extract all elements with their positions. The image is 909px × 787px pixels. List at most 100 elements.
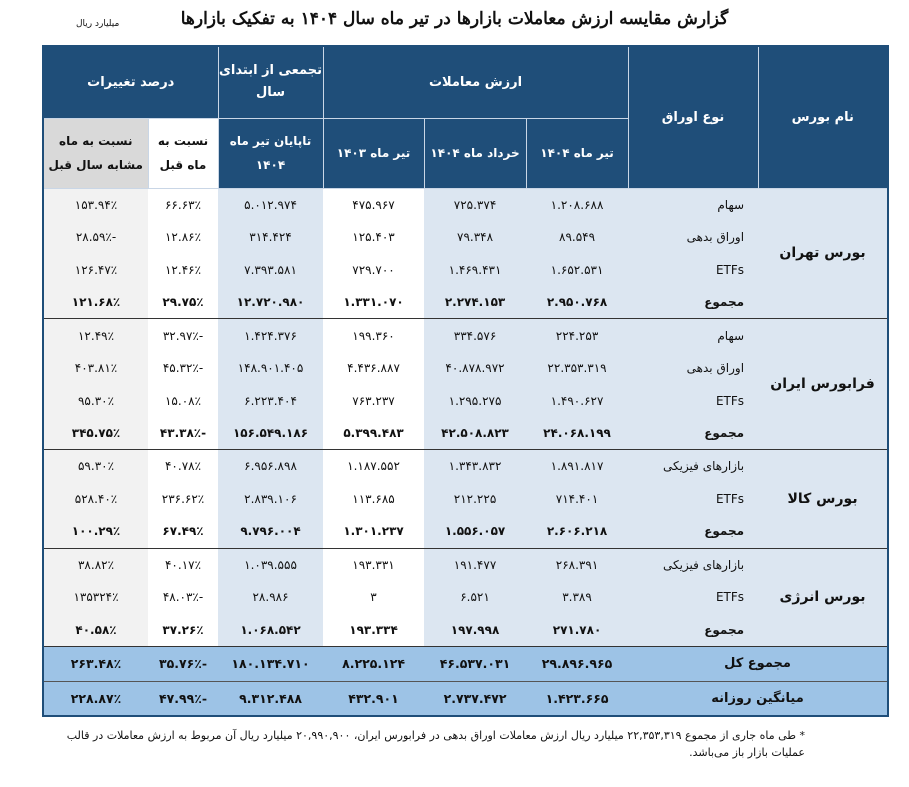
value-cell: ۱۵.۰۸٪ [148,384,219,418]
value-cell: ۱۹۹.۳۶۰ [323,318,425,352]
value-cell: ۳۸.۸۲٪ [43,547,149,581]
value-cell: ۱۲۱.۶۸٪ [43,286,149,320]
value-cell: ۴۷۵.۹۶۷ [323,187,425,221]
value-cell: ۲۷۱.۷۸۰ [526,613,629,647]
value-cell: ۷.۳۹۳.۵۸۱ [218,253,324,287]
value-cell: ۵.۰۱۲.۹۷۴ [218,187,324,221]
value-cell: ۱۲.۸۶٪ [148,220,219,254]
value-cell: ۱۵۶.۵۴۹.۱۸۶ [218,417,324,451]
table-row: مجموع ۲.۶۰۶.۲۱۸ ۱.۵۵۶.۰۵۷ ۱.۳۰۱.۲۳۷ ۹.۷۹۶.۰۰… [43,515,888,549]
table-row: بورس انرژی بازارهای فیزیکی ۲۶۸.۳۹۱ ۱۹۱.۴۷۷ ۱… [43,547,889,647]
market-name: بورس کالا [758,449,889,549]
value-cell: ۲۹.۷۵٪ [148,286,219,320]
value-cell: ۲۳۶.۶۲٪ [148,482,219,516]
value-cell: ۱۵۳.۹۴٪ [43,187,149,221]
value-cell: ۶.۵۲۱ [424,580,527,614]
value-cell: ۱.۳۴۳.۸۳۲ [424,449,527,483]
value-cell: -۴۳.۳۸٪ [148,417,219,451]
value-cell: ۹۵.۳۰٪ [43,384,149,418]
value-cell: ۲۱۲.۲۲۵ [424,482,527,516]
value-cell: ۱.۲۹۵.۲۷۵ [424,384,527,418]
value-cell: ۴.۴۳۶.۸۸۷ [323,351,425,385]
value-cell: ۷۲۵.۳۷۴ [424,187,527,221]
value-cell: ۱۹۱.۴۷۷ [424,547,527,581]
value-cell: ۲.۲۷۴.۱۵۳ [424,286,527,320]
security-type: مجموع [628,613,759,647]
value-cell: ۶.۲۲۳.۴۰۴ [218,384,324,418]
security-type: ETFs [628,384,759,418]
value-cell: ۱۹۳.۳۳۴ [323,613,425,647]
value-cell: ۲۲۴.۲۵۳ [526,318,629,352]
value-cell: ۱۹۷.۹۹۸ [424,613,527,647]
table-row: ETFs ۷۱۴.۴۰۱ ۲۱۲.۲۲۵ ۱۱۳.۶۸۵ ۲.۸۳۹.۱۰۶ ۲۳۶.۶۲… [43,482,888,516]
value-cell: ۱۹۳.۳۳۱ [323,547,425,581]
total-value-cell: ۲.۷۳۷.۴۷۲ [424,680,527,716]
value-cell: ۴۰.۵۸٪ [43,613,149,647]
value-cell: -۴۵.۳۲٪ [148,351,219,385]
value-cell: ۱۲۶.۴۷٪ [43,253,149,287]
value-cell: ۷۹.۳۴۸ [424,220,527,254]
value-cell: ۴۰۳.۸۱٪ [43,351,149,385]
total-value-cell: ۴۳۲.۹۰۱ [323,680,425,716]
security-type: ETFs [628,253,759,287]
total-value-cell: ۴۶.۵۳۷.۰۳۱ [424,645,527,682]
value-cell: ۲.۹۵۰.۷۶۸ [526,286,629,320]
value-cell: ۷۶۳.۲۳۷ [323,384,425,418]
total-label: میانگین روزانه [628,680,889,716]
table-row: ETFs ۳.۳۸۹ ۶.۵۲۱ ۳ ۲۸.۹۸۶ -۴۸.۰۳٪ ۱۳۵۳۲۴٪ [43,580,888,614]
value-cell: ۶.۹۵۶.۸۹۸ [218,449,324,483]
footnote: * طی ماه جاری از مجموع ۲۲,۳۵۳,۳۱۹ میلیار… [66,729,805,759]
total-value-cell: ۹.۳۱۲.۴۸۸ [218,680,324,716]
table-row: بورس تهران سهام ۱.۲۰۸.۶۸۸ ۷۲۵.۳۷۴ ۴۷۵.۹۶۷ ۵.۰… [43,187,889,320]
security-type: مجموع [628,417,759,451]
value-cell: ۱.۳۳۱.۰۷۰ [323,286,425,320]
value-cell: ۴۰.۷۸٪ [148,449,219,483]
value-cell: ۱.۱۸۷.۵۵۲ [323,449,425,483]
value-cell: ۲۲.۳۵۳.۳۱۹ [526,351,629,385]
header-type: نوع اوراق [627,45,759,189]
value-cell: ۱.۶۵۲.۵۳۱ [526,253,629,287]
table-row: ETFs ۱.۴۹۰.۶۲۷ ۱.۲۹۵.۲۷۵ ۷۶۳.۲۳۷ ۶.۲۲۳.۴۰۴ ۱۵… [43,384,888,418]
value-cell: -۳۲.۹۷٪ [148,318,219,352]
value-cell: ۶۶.۶۳٪ [148,187,219,221]
value-cell: ۱۲.۴۹٪ [43,318,149,352]
value-cell: ۱۲.۴۶٪ [148,253,219,287]
market-name: فرابورس ایران [758,318,889,451]
header-vs-prev-month: نسبت به ماه قبل [147,117,219,189]
value-cell: ۳۷.۲۶٪ [148,613,219,647]
value-cell: ۱۳۵۳۲۴٪ [43,580,149,614]
security-type: ETFs [628,482,759,516]
header-tir-1404: تیر ماه ۱۴۰۴ [525,117,629,189]
security-type: اوراق بدهی [628,351,759,385]
value-cell: ۱.۴۲۴.۳۷۶ [218,318,324,352]
security-type: مجموع [628,515,759,549]
value-cell: ۵۲۸.۴۰٪ [43,482,149,516]
value-cell: ۳ [323,580,425,614]
total-value-cell: ۲۶۳.۴۸٪ [43,645,149,682]
value-cell: ۳۳۴.۵۷۶ [424,318,527,352]
table-row: مجموع ۲.۹۵۰.۷۶۸ ۲.۲۷۴.۱۵۳ ۱.۳۳۱.۰۷۰ ۱۲.۷۲۰.۹… [43,286,888,320]
security-type: بازارهای فیزیکی [628,547,759,581]
value-cell: ۲۴.۰۶۸.۱۹۹ [526,417,629,451]
total-label: مجموع کل [628,645,889,682]
total-value-cell: ۱.۴۲۳.۶۶۵ [526,680,629,716]
value-cell: -۲۸.۵۹٪ [43,220,149,254]
value-cell: ۱۴۸.۹۰۱.۴۰۵ [218,351,324,385]
value-cell: ۱۱۳.۶۸۵ [323,482,425,516]
total-value-cell: ۲۲۸.۸۷٪ [43,680,149,716]
value-cell: ۱.۳۰۱.۲۳۷ [323,515,425,549]
value-cell: ۴۰.۸۷۸.۹۷۲ [424,351,527,385]
total-value-cell: ۲۹.۸۹۶.۹۶۵ [526,645,629,682]
table-row: اوراق بدهی ۲۲.۳۵۳.۳۱۹ ۴۰.۸۷۸.۹۷۲ ۴.۴۳۶.۸۸۷ ۱… [43,351,888,385]
value-cell: ۱۲.۷۲۰.۹۸۰ [218,286,324,320]
value-cell: ۳۴۵.۷۵٪ [43,417,149,451]
value-cell: ۱.۴۹۰.۶۲۷ [526,384,629,418]
total-value-cell: ۱۸۰.۱۳۴.۷۱۰ [218,645,324,682]
value-cell: ۶۷.۴۹٪ [148,515,219,549]
value-cell: ۷۱۴.۴۰۱ [526,482,629,516]
value-cell: ۳۱۴.۴۲۴ [218,220,324,254]
total-value-cell: ۸.۲۲۵.۱۲۴ [323,645,425,682]
value-cell: ۷۲۹.۷۰۰ [323,253,425,287]
security-type: ETFs [628,580,759,614]
value-cell: ۱۰۰.۲۹٪ [43,515,149,549]
